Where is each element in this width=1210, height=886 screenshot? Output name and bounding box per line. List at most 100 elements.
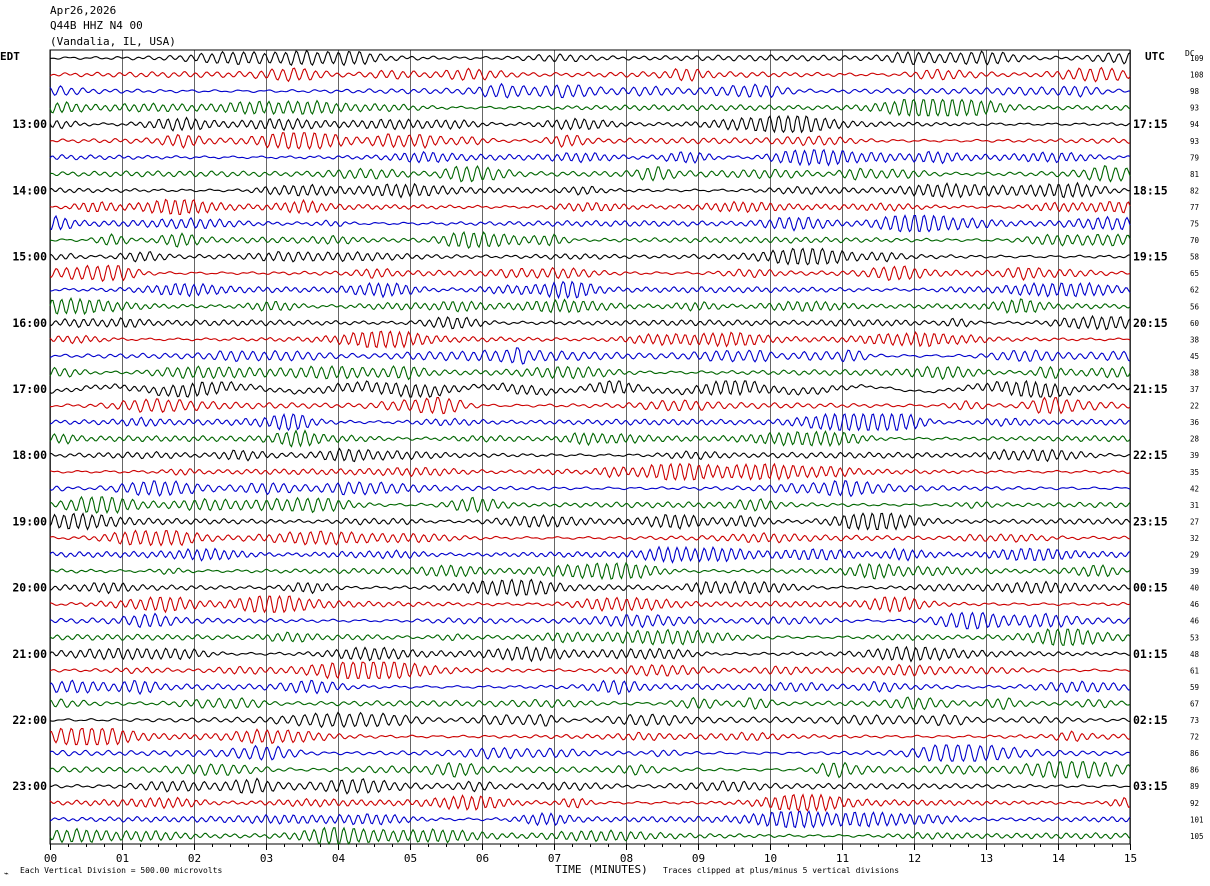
x-tick-label: 15 [1124, 852, 1137, 865]
trace-line [49, 512, 1131, 531]
plot-frame [49, 49, 1131, 845]
x-tick-label: 09 [692, 852, 705, 865]
trace-line [49, 164, 1131, 183]
trace-line [49, 66, 1131, 83]
trace-line [49, 793, 1131, 812]
dc-label: DC [1185, 49, 1195, 58]
x-tick-label: 06 [476, 852, 489, 865]
dc-offset-label: 101 [1190, 815, 1204, 824]
dc-offset-label: 92 [1190, 799, 1199, 808]
right-hour-label: 03:15 [1133, 779, 1168, 793]
dc-offset-label: 37 [1190, 385, 1199, 394]
trace-line [49, 247, 1131, 266]
right-hour-label: 02:15 [1133, 713, 1168, 727]
corner-mark: ⌁ [4, 869, 9, 878]
left-hour-label: 23:00 [12, 779, 47, 793]
dc-offset-label: 98 [1190, 87, 1200, 96]
trace-line [49, 645, 1131, 663]
trace-line [49, 727, 1131, 746]
trace-line [49, 114, 1131, 134]
trace-line [49, 810, 1131, 829]
right-hour-label: 23:15 [1133, 514, 1168, 528]
dc-offset-label: 38 [1190, 335, 1200, 344]
dc-offset-label: 79 [1190, 153, 1199, 162]
trace-line [49, 98, 1131, 117]
trace-line [49, 826, 1131, 846]
trace-line [49, 679, 1131, 696]
trace-line [49, 49, 1131, 67]
dc-offset-label: 65 [1190, 269, 1199, 278]
left-hour-label: 16:00 [12, 316, 47, 330]
dc-offset-label: 93 [1190, 104, 1199, 113]
trace-line [49, 412, 1131, 432]
dc-offset-label: 108 [1190, 71, 1204, 80]
dc-offset-label: 45 [1190, 352, 1199, 361]
clip-note: Traces clipped at plus/minus 5 vertical … [663, 866, 900, 875]
x-tick-label: 07 [548, 852, 561, 865]
x-tick-label: 00 [44, 852, 57, 865]
dc-offset-label: 82 [1190, 186, 1199, 195]
left-hour-label: 18:00 [12, 448, 47, 462]
dc-offset-label: 46 [1190, 600, 1200, 609]
trace-line [49, 82, 1131, 99]
dc-offset-label: 67 [1190, 699, 1199, 708]
trace-line [49, 594, 1131, 614]
dc-offset-label: 27 [1190, 517, 1199, 526]
left-timezone: EDT [0, 50, 20, 63]
trace-line [49, 711, 1131, 729]
trace-line [49, 777, 1131, 795]
x-tick-label: 05 [404, 852, 417, 865]
dc-offset-label: 94 [1190, 120, 1200, 129]
dc-offset-label: 77 [1190, 203, 1199, 212]
trace-line [49, 578, 1131, 597]
dc-offset-label: 73 [1190, 716, 1199, 725]
trace-line [49, 396, 1131, 415]
left-hour-label: 19:00 [12, 514, 47, 528]
trace-line [49, 545, 1131, 564]
right-hour-label: 21:15 [1133, 382, 1168, 396]
dc-offset-label: 39 [1190, 451, 1199, 460]
x-tick-label: 08 [620, 852, 633, 865]
dc-offset-label: 72 [1190, 733, 1199, 742]
dc-offset-label: 38 [1190, 368, 1200, 377]
trace-line [49, 661, 1131, 680]
left-hour-label: 22:00 [12, 713, 47, 727]
x-tick-label: 01 [116, 852, 129, 865]
trace-line [49, 628, 1131, 647]
right-hour-label: 22:15 [1133, 448, 1168, 462]
trace-line [49, 429, 1131, 448]
station-location: (Vandalia, IL, USA) [50, 35, 176, 48]
trace-line [49, 198, 1131, 215]
station-code: Q44B HHZ N4 00 [50, 19, 143, 32]
right-timezone: UTC [1145, 50, 1165, 63]
dc-offset-label: 62 [1190, 286, 1199, 295]
trace-line [49, 264, 1131, 283]
dc-offset-label: 36 [1190, 418, 1200, 427]
trace-line [49, 132, 1131, 150]
right-hour-label: 18:15 [1133, 183, 1168, 197]
dc-offset-label: 75 [1190, 220, 1199, 229]
dc-offset-label: 53 [1190, 633, 1199, 642]
plot-date: Apr26,2026 [50, 4, 117, 17]
trace-line [49, 561, 1131, 581]
dc-offset-label: 105 [1190, 832, 1204, 841]
x-tick-label: 12 [908, 852, 921, 865]
dc-offset-label: 28 [1190, 435, 1200, 444]
left-hour-label: 13:00 [12, 117, 47, 131]
trace-line [49, 296, 1131, 316]
right-hour-label: 19:15 [1133, 250, 1168, 264]
left-hour-label: 14:00 [12, 183, 47, 197]
dc-offset-label: 60 [1190, 319, 1200, 328]
dc-offset-label: 22 [1190, 402, 1199, 411]
dc-offset-label: 42 [1190, 484, 1199, 493]
trace-line [49, 280, 1131, 300]
trace-line [49, 379, 1131, 399]
dc-offset-label: 39 [1190, 567, 1199, 576]
trace-line [49, 462, 1131, 482]
dc-offset-label: 93 [1190, 137, 1199, 146]
dc-offset-label: 40 [1190, 584, 1200, 593]
left-hour-label: 21:00 [12, 647, 47, 661]
x-tick-label: 14 [1052, 852, 1066, 865]
trace-line [49, 347, 1131, 365]
